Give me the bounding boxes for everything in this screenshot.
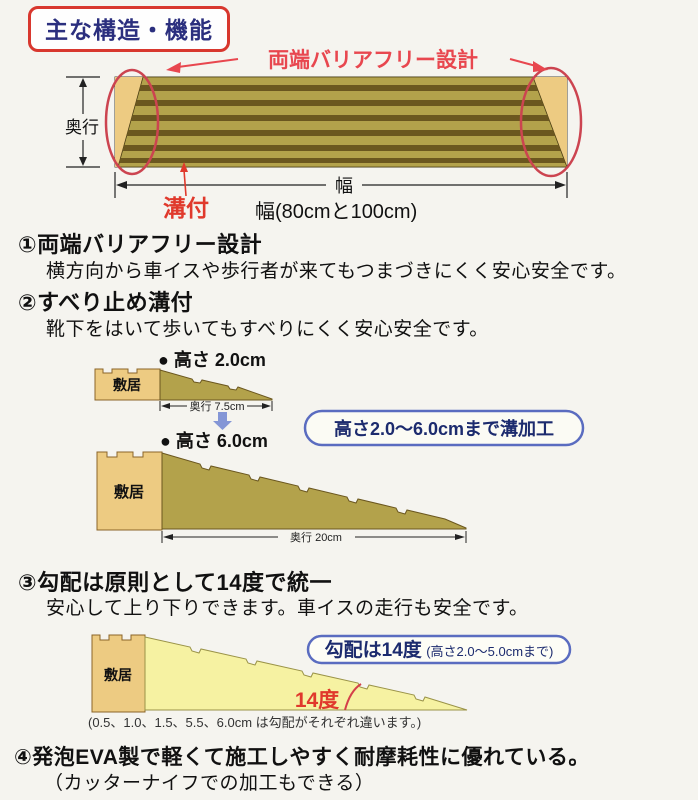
section1-body: 横方向から車イスや歩行者が来てもつまづきにくく安心安全です。 — [46, 261, 627, 282]
large-ramp-depth-dimension — [161, 531, 467, 543]
slope-threshold-label: 敷居 — [104, 667, 132, 683]
barrier-free-leader-arrows — [166, 58, 548, 73]
small-threshold-label: 敷居 — [113, 377, 141, 393]
groove-height-diagram: ● 高さ 2.0cm 敷居 奥行 7.5cm 高さ2.0〜6.0cmまで溝加工 … — [94, 349, 585, 544]
slope-badge — [306, 634, 572, 665]
groove-stripes — [118, 85, 567, 163]
small-ramp-wedge — [159, 369, 273, 401]
section3-body: 安心して上り下りできます。車イスの走行も安全です。 — [46, 598, 529, 619]
section4-heading: ④発泡EVA製で軽くて施工しやすく耐摩耗性に優れている。 — [14, 746, 590, 769]
section3-heading: ③勾配は原則として14度で統一 — [18, 570, 332, 595]
slope-diagram: 敷居 14度 勾配は14度 (高さ2.0〜5.0cmまで) (0.5、1.0、1… — [88, 634, 572, 730]
small-ramp-depth-dimension — [159, 401, 273, 411]
right-end-highlight-ellipse — [519, 66, 583, 178]
left-bevel-end — [115, 77, 143, 167]
section2-heading: ②すべり止め溝付 — [18, 290, 194, 315]
depth-dimension — [66, 76, 100, 168]
depth-label: 奥行 — [65, 118, 99, 137]
large-ramp-wedge — [161, 452, 467, 530]
section1-heading: ①両端バリアフリー設計 — [18, 232, 263, 257]
groove-range-badge-label: 高さ2.0〜6.0cmまで溝加工 — [334, 418, 554, 439]
left-end-highlight-ellipse — [104, 68, 160, 176]
groove-leader-arrow — [180, 162, 188, 197]
large-ramp-depth-label: 奥行 20cm — [290, 530, 342, 544]
width-detail-label: 幅(80cmと100cm) — [255, 200, 417, 223]
large-threshold-label: 敷居 — [114, 483, 144, 501]
down-arrow-icon — [213, 412, 232, 430]
page-title: 主な構造・機能 — [28, 6, 230, 52]
large-threshold-block — [96, 451, 163, 531]
large-ramp-height-label: ● 高さ 6.0cm — [160, 430, 268, 451]
barrier-free-label: 両端バリアフリー設計 — [268, 48, 478, 72]
slope-threshold-block — [91, 634, 146, 713]
slope-badge-sub: (高さ2.0〜5.0cmまで) — [426, 644, 553, 659]
width-label: 幅 — [335, 176, 353, 196]
angle-arc — [344, 683, 362, 711]
ramp-top-view-diagram: 両端バリアフリー設計 奥行 幅 溝付 — [65, 48, 583, 223]
slope-badge-main: 勾配は14度 — [325, 638, 423, 661]
section4-body: （カッターナイフでの加工もできる） — [44, 773, 375, 794]
slope-note: (0.5、1.0、1.5、5.5、6.0cm は勾配がそれぞれ違います。) — [88, 715, 421, 730]
groove-range-badge — [303, 409, 585, 447]
groove-label: 溝付 — [163, 195, 209, 221]
slope-ramp-wedge — [144, 636, 468, 711]
slope-badge-label: 勾配は14度 (高さ2.0〜5.0cmまで) — [325, 638, 554, 661]
small-ramp-height-label: ● 高さ 2.0cm — [158, 349, 266, 370]
small-ramp-depth-label: 奥行 7.5cm — [189, 399, 244, 413]
section2-body: 靴下をはいて歩いてもすべりにくく安心安全です。 — [46, 319, 489, 340]
angle-label: 14度 — [295, 688, 339, 712]
width-dimension — [114, 172, 568, 198]
